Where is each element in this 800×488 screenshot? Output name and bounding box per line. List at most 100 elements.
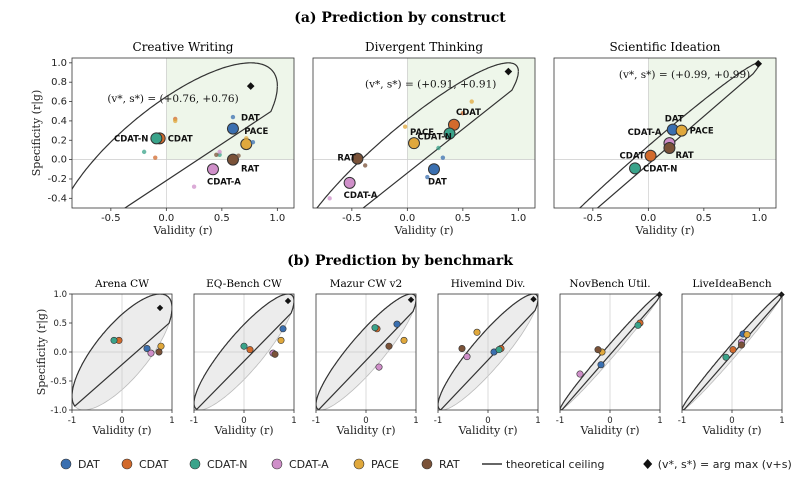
point-rat: [236, 153, 241, 158]
x-axis-label: Validity (r): [335, 424, 395, 437]
x-tick-label: -1: [68, 416, 76, 426]
plot-area: [438, 294, 538, 410]
legend-swatch: [353, 458, 365, 470]
x-tick-label: 1: [535, 416, 540, 426]
x-tick-label: -0.5: [101, 213, 121, 224]
point-cdat-n: [495, 346, 503, 354]
legend-label: CDAT-A: [289, 458, 329, 471]
legend-label: theoretical ceiling: [506, 458, 604, 471]
x-axis-label: Validity (r): [393, 224, 453, 237]
y-tick-label: 1.0: [51, 58, 67, 69]
x-tick-label: 0.0: [158, 213, 174, 224]
optimum-marker: [156, 304, 164, 312]
point-pace: [743, 331, 751, 339]
point-pace: [408, 137, 421, 150]
panel-creative-writing: DAT CDAT CDAT-N CDAT-A PACE RAT (v*, s*) = (+0…: [30, 40, 295, 237]
point-rat: [214, 152, 219, 157]
point-dat: [279, 325, 287, 333]
x-axis-label: Validity (r): [213, 424, 273, 437]
point-dat: [427, 163, 440, 176]
point-cdat-a: [206, 163, 219, 176]
legend-swatch: [421, 458, 433, 470]
point-rat: [594, 346, 602, 354]
point-cdat-a: [375, 363, 383, 371]
point-label-cdat: CDAT: [168, 134, 193, 144]
optimum-marker: [246, 82, 255, 90]
point-rat: [362, 163, 368, 168]
legend-label: CDAT-N: [207, 458, 248, 471]
point-rat: [385, 342, 393, 350]
x-tick-label: -1: [678, 416, 686, 426]
panel-hivemind-div-: -1 0 1 Hivemind Div. Validity (r): [434, 278, 541, 437]
point-label-cdat-n: CDAT-N: [114, 134, 148, 144]
x-tick-label: -1: [312, 416, 320, 426]
panel-eq-bench-cw: -1 0 1 EQ-Bench CW Validity (r): [190, 278, 297, 437]
panel-scientific-ideation: DAT CDAT CDAT-N CDAT-A PACE RAT (v*, s*) = (+0…: [553, 40, 777, 237]
point-label-dat: DAT: [241, 114, 260, 124]
point-cdat-n: [634, 321, 642, 329]
plot-area: [194, 294, 294, 410]
x-tick-label: -0.5: [583, 213, 603, 224]
point-dat: [597, 361, 605, 369]
x-tick-label: 0: [119, 416, 124, 426]
legend: DAT CDAT CDAT-N CDAT-A PACE RAT theoretical ce…: [60, 458, 792, 471]
point-label-pace: PACE: [690, 127, 714, 137]
legend-swatch: [271, 458, 283, 470]
point-cdat-n: [436, 145, 441, 151]
point-rat: [155, 348, 163, 356]
legend-label: CDAT: [139, 458, 169, 471]
y-tick-label: -0.4: [47, 193, 67, 204]
panel-divergent-thinking: DAT CDAT CDAT-N CDAT-A PACE RAT (v*, s*) = (+0…: [312, 40, 536, 237]
point-rat: [271, 350, 279, 358]
panel-title: Creative Writing: [133, 40, 234, 54]
x-tick-label: -1: [190, 416, 198, 426]
point-cdat: [246, 346, 254, 354]
optimum-marker: [530, 296, 537, 303]
x-tick-label: 0: [363, 416, 368, 426]
point-pace: [400, 336, 408, 344]
section-b-title: (b) Prediction by benchmark: [287, 253, 513, 269]
plot-area: [682, 294, 782, 410]
point-dat: [425, 174, 430, 180]
legend-item-ceiling: theoretical ceiling: [482, 458, 604, 471]
point-label-dat: DAT: [665, 115, 684, 125]
point-rat: [458, 345, 466, 353]
point-label-cdat-a: CDAT-A: [207, 177, 241, 187]
legend-item-cdat-n: CDAT-N: [189, 458, 248, 471]
x-axis-label: Validity (r): [91, 424, 151, 437]
positive-quadrant: [407, 58, 535, 160]
optimum-marker: [504, 67, 513, 76]
legend-item-cdat: CDAT: [121, 458, 169, 471]
panel-mazur-cw-v2: -1 0 1 Mazur CW v2 Validity (r): [312, 278, 419, 437]
panel-title: LiveIdeaBench: [692, 278, 771, 290]
x-tick-label: 0.5: [696, 213, 712, 224]
y-tick-label: -1.0: [50, 406, 67, 416]
optimum-annotation: (v*, s*) = (+0.76, +0.76): [107, 93, 238, 105]
point-dat: [143, 345, 151, 353]
theoretical-ceiling: [578, 62, 760, 208]
plot-area: [554, 58, 776, 208]
panel-novbench-util-: -1 0 1 NovBench Util. Validity (r): [556, 278, 663, 437]
point-cdat-a: [576, 370, 584, 378]
y-tick-label: 0.0: [51, 155, 67, 166]
point-pace: [469, 99, 474, 104]
point-dat: [440, 155, 446, 160]
theoretical-ceiling: [72, 62, 278, 208]
point-cdat-a: [343, 176, 356, 189]
optimum-annotation: (v*, s*) = (+0.91, +0.91): [365, 79, 496, 91]
panel-title: Hivemind Div.: [451, 278, 526, 290]
x-tick-label: 0.0: [640, 213, 656, 224]
point-cdat: [153, 155, 158, 160]
plot-area: [72, 58, 294, 208]
point-pace: [277, 336, 285, 344]
point-cdat-n: [110, 336, 118, 344]
axes-frame: [312, 57, 536, 209]
x-tick-label: 1.0: [269, 213, 285, 224]
x-tick-label: 1.0: [751, 213, 767, 224]
point-rat: [351, 152, 364, 165]
optimum-marker: [754, 60, 763, 68]
point-dat: [250, 139, 256, 145]
point-cdat-n: [629, 162, 642, 175]
x-axis-label: Validity (r): [701, 424, 761, 437]
x-tick-label: 0: [241, 416, 246, 426]
